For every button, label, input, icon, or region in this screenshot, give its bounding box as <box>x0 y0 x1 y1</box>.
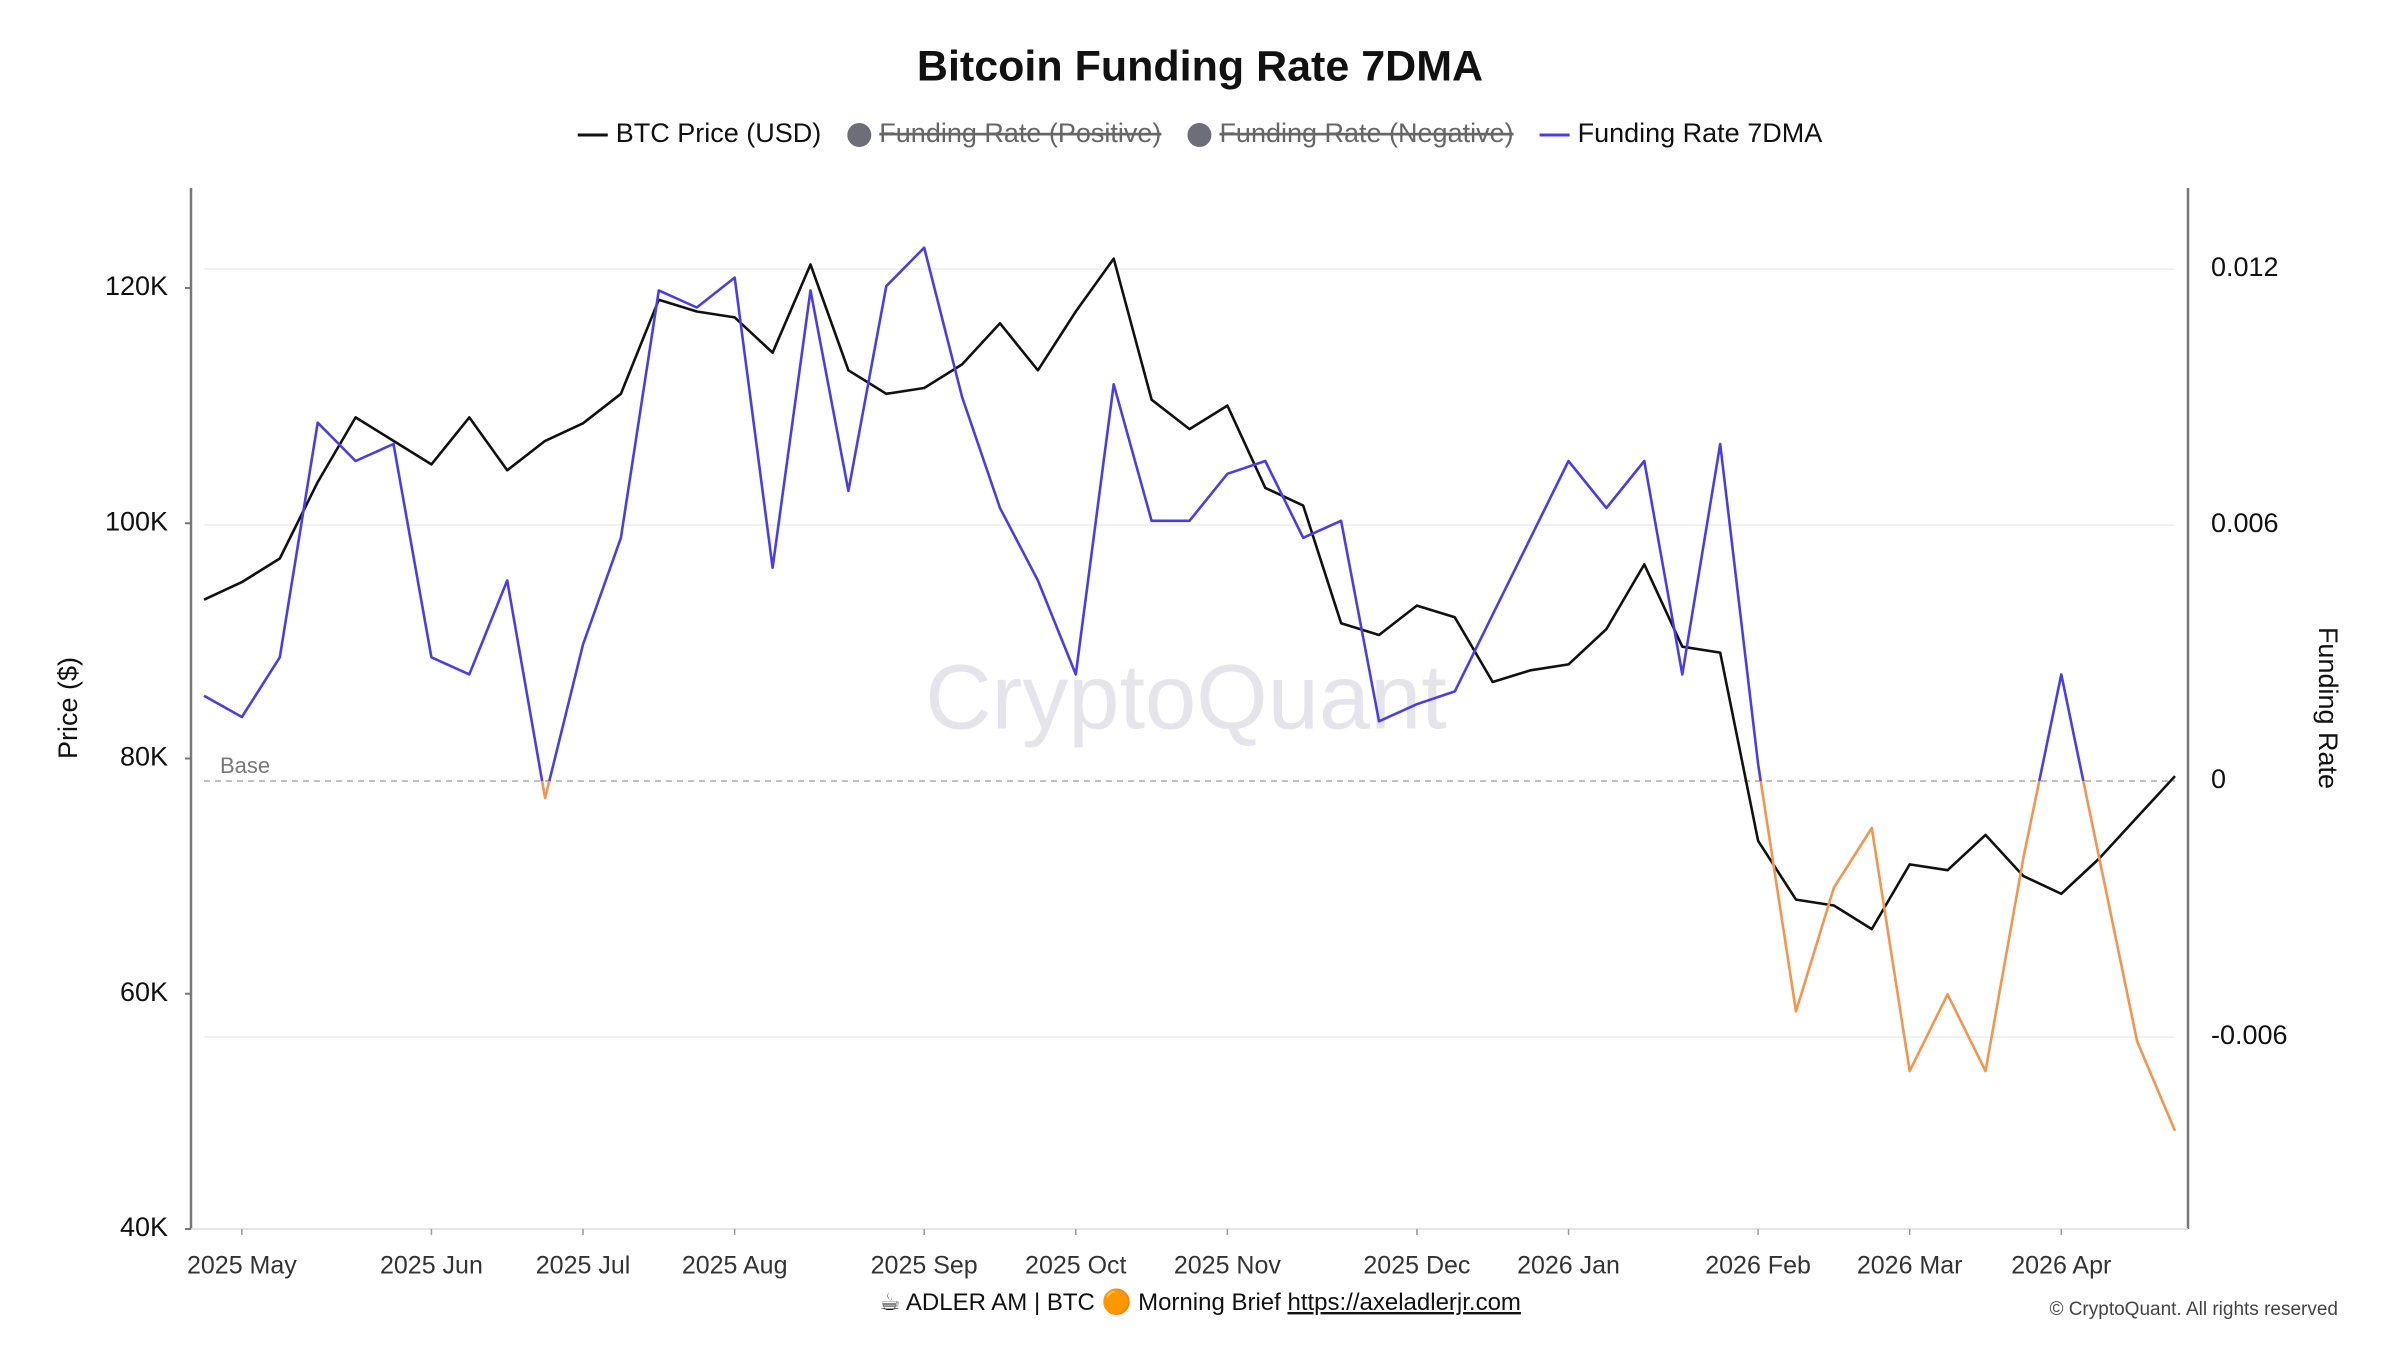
watermark: CryptoQuant <box>925 646 1447 748</box>
y2-tick-label: -0.006 <box>2211 1020 2288 1050</box>
copyright: © CryptoQuant. All rights reserved <box>2049 1299 2338 1320</box>
x-tick-label: 2025 Oct <box>1025 1252 1127 1280</box>
x-tick-label: 2025 Jun <box>380 1252 483 1280</box>
y2-axis-title: Funding Rate <box>2313 627 2343 789</box>
footer: ☕ ADLER AM | BTC 🟠 Morning Brief https:/… <box>879 1288 1521 1316</box>
x-tick-label: 2025 Sep <box>871 1252 978 1280</box>
y2-tick-label: 0 <box>2211 764 2226 794</box>
x-tick-label: 2025 Dec <box>1363 1252 1470 1280</box>
legend-label[interactable]: Funding Rate (Negative) <box>1219 118 1513 148</box>
x-tick-label: 2025 Jul <box>536 1252 631 1280</box>
x-tick-label: 2025 Aug <box>682 1252 788 1280</box>
legend-swatch <box>1187 123 1212 147</box>
x-tick-label: 2026 Jan <box>1517 1252 1620 1280</box>
base-label: Base <box>220 753 270 778</box>
legend-label: Funding Rate 7DMA <box>1578 118 1823 148</box>
y2-tick-label: 0.012 <box>2211 252 2279 282</box>
x-tick-label: 2025 Nov <box>1174 1252 1282 1280</box>
footer-text: ☕ ADLER AM | BTC 🟠 Morning Brief <box>879 1288 1281 1316</box>
chart-title: Bitcoin Funding Rate 7DMA <box>917 42 1483 90</box>
legend-label[interactable]: Funding Rate (Positive) <box>879 118 1161 148</box>
x-tick-label: 2026 Apr <box>2011 1252 2111 1280</box>
y-axis-title: Price ($) <box>53 657 83 759</box>
x-tick-label: 2026 Feb <box>1705 1252 1811 1280</box>
series-line <box>203 257 2176 931</box>
legend-swatch <box>847 123 872 147</box>
legend: BTC Price (USD) Funding Rate (Positive) Fu… <box>577 118 1823 148</box>
legend-label: BTC Price (USD) <box>616 118 822 148</box>
series-line <box>203 246 2177 1132</box>
y-tick-label: 100K <box>105 506 168 536</box>
x-tick-label: 2026 Mar <box>1857 1252 1963 1280</box>
x-tick-label: 2025 May <box>187 1252 297 1280</box>
y-tick-label: 40K <box>120 1212 168 1242</box>
y-tick-label: 120K <box>105 271 168 301</box>
y-tick-label: 80K <box>120 742 168 772</box>
y-tick-label: 60K <box>120 977 168 1007</box>
y2-tick-label: 0.006 <box>2211 508 2279 538</box>
footer-link[interactable]: https://axeladlerjr.com <box>1287 1289 1520 1316</box>
